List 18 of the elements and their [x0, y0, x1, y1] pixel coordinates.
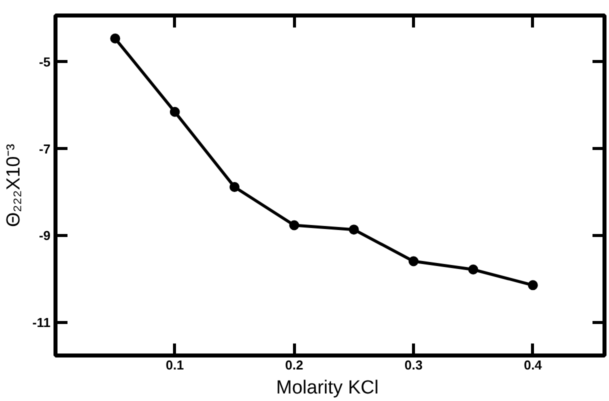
point: [468, 264, 478, 275]
point: [528, 280, 538, 290]
y-tick-label: -5: [38, 54, 51, 70]
point: [110, 34, 120, 44]
y-tick-label: -11: [32, 315, 51, 330]
point: [348, 224, 359, 235]
y-tick-label: -7: [38, 141, 51, 156]
x-tick-label: 0.4: [524, 358, 543, 372]
x-tick-label: 0.1: [166, 358, 184, 372]
x-axis-title: Molarity KCl: [276, 378, 379, 398]
y-axis-title: Θ₂₂₂X10⁻³: [3, 144, 24, 228]
y-tick-label: -9: [38, 228, 51, 244]
point: [289, 220, 300, 230]
x-tick-label: 0.2: [285, 358, 304, 372]
point: [170, 106, 180, 117]
point: [230, 182, 240, 192]
x-tick-label: 0.3: [404, 358, 423, 372]
point: [408, 256, 419, 266]
